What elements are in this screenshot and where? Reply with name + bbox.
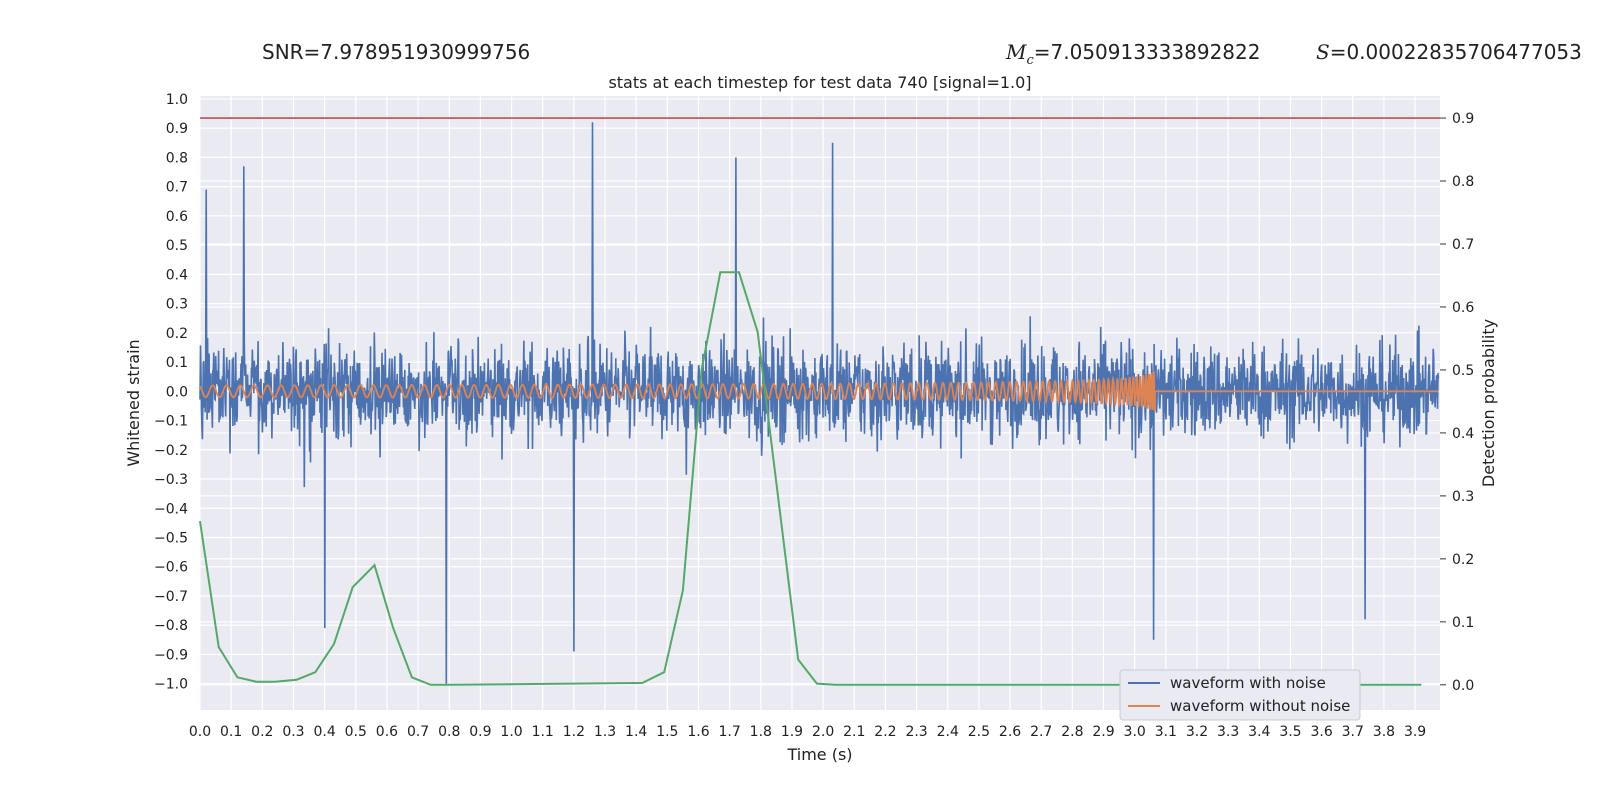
s-label: S=0.00022835706477053 [1316,40,1582,64]
y-axis-label: Whitened strain [124,339,143,466]
x-tick-label: 3.2 [1186,724,1208,740]
x-tick-label: 0.3 [282,724,304,740]
x-tick-label: 2.8 [1061,724,1083,740]
legend-label-clean: waveform without noise [1170,697,1350,715]
y-tick-label: 0.3 [166,297,188,313]
y-tick-label: 0.5 [166,238,188,254]
x-tick-label: 0.2 [251,724,273,740]
x-axis-label: Time (s) [786,745,852,764]
y-tick-label: −0.4 [154,501,188,517]
y-tick-label: 1.0 [166,92,188,108]
y2-tick-label: 0.4 [1452,426,1474,442]
chirp-mass-label: Mc=7.050913333892822 [1006,40,1260,68]
y2-axis-label: Detection probability [1479,319,1498,487]
x-tick-label: 3.6 [1310,724,1332,740]
y2-tick-label: 0.0 [1452,678,1474,694]
x-tick-label: 1.0 [500,724,522,740]
x-tick-label: 3.1 [1155,724,1177,740]
x-tick-label: 0.1 [220,724,242,740]
x-tick-label: 2.5 [968,724,990,740]
y2-tick-label: 0.7 [1452,237,1474,253]
y-tick-label: 0.8 [166,150,188,166]
y2-tick-label: 0.2 [1452,552,1474,568]
y-tick-label: 0.4 [166,267,188,283]
chart-title: stats at each timestep for test data 740… [608,73,1031,92]
x-tick-label: 2.4 [937,724,959,740]
clean-line [199,371,1439,412]
y-axis-ticks: 1.0 0.9 0.8 0.7 0.6 0.5 0.4 0.3 0.2 0.1 0.0 −0.1 −0.… [154,92,188,693]
clean-series [199,371,1439,412]
y-tick-label: −1.0 [154,677,188,693]
x-tick-label: 1.8 [750,724,772,740]
x-tick-label: 2.0 [812,724,834,740]
y-tick-label: −0.8 [154,618,188,634]
y-tick-label: 0.0 [166,384,188,400]
x-tick-label: 3.9 [1404,724,1426,740]
y-tick-label: −0.1 [154,414,188,430]
x-tick-label: 2.2 [874,724,896,740]
x-tick-label: 2.7 [1030,724,1052,740]
y-tick-label: 0.6 [166,209,188,225]
x-tick-label: 0.7 [407,724,429,740]
legend-label-noisy: waveform with noise [1170,674,1326,692]
x-tick-label: 1.4 [625,724,647,740]
x-tick-label: 0.6 [376,724,398,740]
y-tick-label: 0.7 [166,180,188,196]
y-tick-label: 0.2 [166,326,188,342]
snr-label: SNR=7.978951930999756 [262,40,531,64]
y2-tick-label: 0.8 [1452,174,1474,190]
x-tick-label: 3.7 [1342,724,1364,740]
y2-tick-label: 0.3 [1452,489,1474,505]
x-tick-label: 1.1 [532,724,554,740]
x-tick-label: 0.0 [189,724,211,740]
probability-series [199,271,1422,686]
noisy-line [199,122,1440,684]
x-tick-label: 0.5 [345,724,367,740]
legend-box [1119,669,1361,721]
y-tick-label: −0.7 [154,589,188,605]
y2-tick-label: 0.9 [1452,111,1474,127]
x-tick-label: 3.0 [1124,724,1146,740]
y-tick-label: −0.2 [154,443,188,459]
s-symbol: S [1316,40,1330,64]
legend: waveform with noise waveform without noi… [1119,669,1361,721]
grid [199,96,1440,710]
y-tick-label: −0.3 [154,472,188,488]
x-tick-label: 1.2 [563,724,585,740]
x-tick-label: 0.8 [438,724,460,740]
y2-tick-label: 0.5 [1452,363,1474,379]
x-tick-label: 1.7 [719,724,741,740]
y-tick-label: −0.5 [154,530,188,546]
x-axis-ticks: 0.0 0.1 0.2 0.3 0.4 0.5 0.6 0.7 0.8 0.9 1.0 1.1 1.2 1… [189,724,1426,740]
probability-line [199,271,1422,686]
x-tick-label: 0.4 [313,724,335,740]
s-value: =0.00022835706477053 [1329,40,1582,64]
x-tick-label: 3.4 [1248,724,1270,740]
mc-symbol: M [1006,40,1027,64]
noisy-series [199,122,1440,684]
x-tick-label: 3.8 [1373,724,1395,740]
x-tick-label: 1.9 [781,724,803,740]
mc-value: =7.050913333892822 [1033,40,1261,64]
y2-tick-label: 0.1 [1452,615,1474,631]
y-tick-label: −0.6 [154,560,188,576]
y2-tick-label: 0.6 [1452,300,1474,316]
x-tick-label: 1.3 [594,724,616,740]
x-tick-label: 2.1 [843,724,865,740]
x-tick-label: 3.5 [1279,724,1301,740]
y-tick-label: 0.9 [166,121,188,137]
mc-subscript: c [1026,53,1034,68]
x-tick-label: 2.3 [905,724,927,740]
x-tick-label: 0.9 [469,724,491,740]
x-tick-label: 2.9 [1092,724,1114,740]
y-tick-label: −0.9 [154,647,188,663]
y2-axis-ticks: 0.9 0.8 0.7 0.6 0.5 0.4 0.3 0.2 0.1 0.0 [1440,111,1474,694]
y-tick-label: 0.1 [166,355,188,371]
x-tick-label: 1.5 [656,724,678,740]
x-tick-label: 3.3 [1217,724,1239,740]
x-tick-label: 1.6 [687,724,709,740]
x-tick-label: 2.6 [999,724,1021,740]
